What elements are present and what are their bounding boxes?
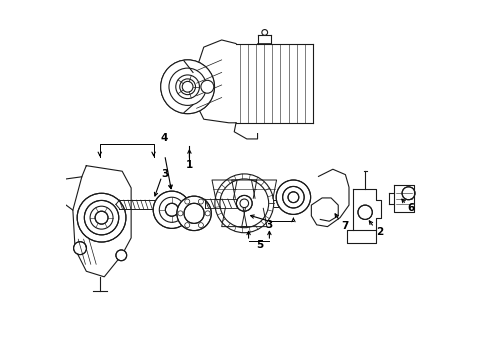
Circle shape — [184, 203, 204, 224]
Circle shape — [240, 199, 248, 208]
Circle shape — [116, 250, 126, 261]
Circle shape — [77, 193, 126, 242]
Circle shape — [95, 211, 108, 224]
Circle shape — [358, 205, 372, 220]
Text: 3: 3 — [161, 168, 168, 179]
Text: 4: 4 — [161, 133, 169, 143]
Circle shape — [178, 211, 183, 216]
Circle shape — [201, 80, 214, 93]
Circle shape — [185, 199, 190, 204]
Circle shape — [205, 211, 210, 216]
Circle shape — [177, 196, 211, 230]
Circle shape — [198, 199, 203, 204]
Circle shape — [84, 201, 119, 235]
Text: 5: 5 — [256, 240, 263, 250]
Text: 2: 2 — [376, 227, 383, 237]
Circle shape — [180, 79, 196, 95]
Circle shape — [185, 222, 190, 228]
Circle shape — [276, 180, 311, 215]
Circle shape — [153, 191, 191, 228]
Circle shape — [402, 187, 415, 200]
Text: 3: 3 — [266, 220, 273, 230]
Circle shape — [262, 30, 268, 35]
Text: 7: 7 — [342, 221, 349, 230]
Circle shape — [166, 203, 178, 216]
Circle shape — [161, 60, 215, 114]
Text: 6: 6 — [407, 203, 415, 213]
Circle shape — [283, 186, 304, 208]
Circle shape — [236, 195, 252, 211]
Circle shape — [198, 222, 203, 228]
Circle shape — [288, 192, 299, 203]
Circle shape — [74, 242, 87, 255]
Text: 1: 1 — [186, 159, 193, 170]
